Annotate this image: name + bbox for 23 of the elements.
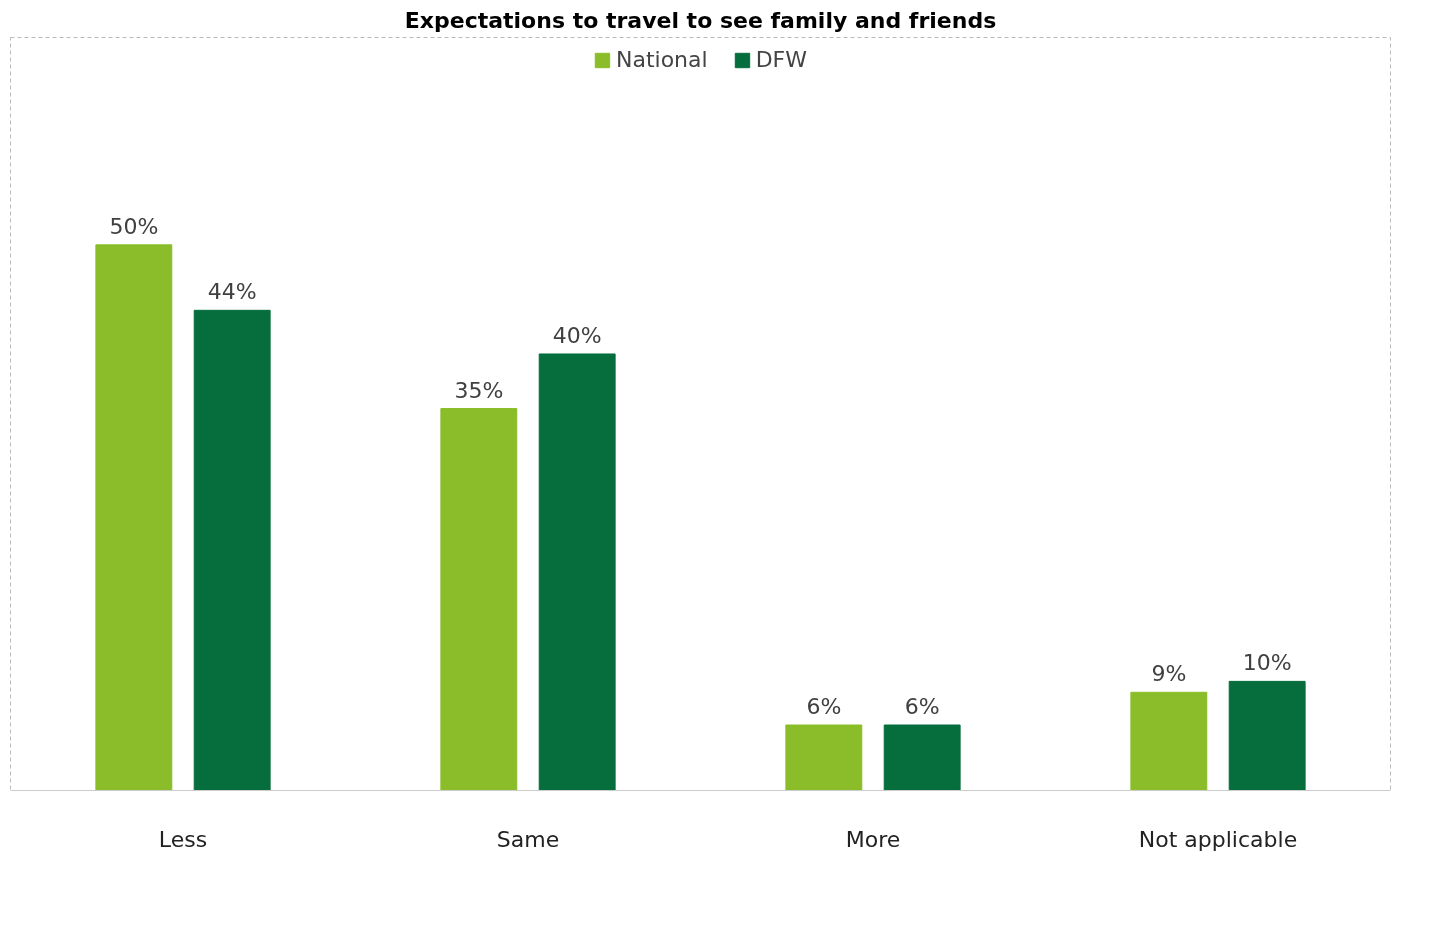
legend-label: DFW: [755, 47, 808, 72]
bar: [883, 724, 961, 791]
data-label: 6%: [904, 694, 940, 720]
x-tick-label: Less: [158, 826, 208, 852]
chart-title: Expectations to travel to see family and friends: [404, 7, 997, 33]
data-label: 40%: [552, 322, 602, 348]
bar: [1130, 691, 1208, 791]
x-tick-label: Not applicable: [1138, 826, 1298, 852]
data-label: 9%: [1151, 661, 1187, 687]
legend-label: National: [615, 47, 708, 72]
bar: [538, 353, 616, 791]
bar: [95, 244, 173, 791]
bar: [785, 724, 863, 791]
data-label: 44%: [207, 279, 257, 305]
data-label: 10%: [1242, 650, 1292, 676]
bar: [1228, 680, 1306, 791]
data-label: 6%: [806, 694, 842, 720]
data-label: 50%: [109, 213, 159, 239]
x-tick-label: More: [845, 826, 901, 852]
x-tick-label: Same: [496, 826, 560, 852]
bar: [440, 408, 518, 791]
bar: [193, 309, 271, 791]
data-label: 35%: [454, 377, 504, 403]
